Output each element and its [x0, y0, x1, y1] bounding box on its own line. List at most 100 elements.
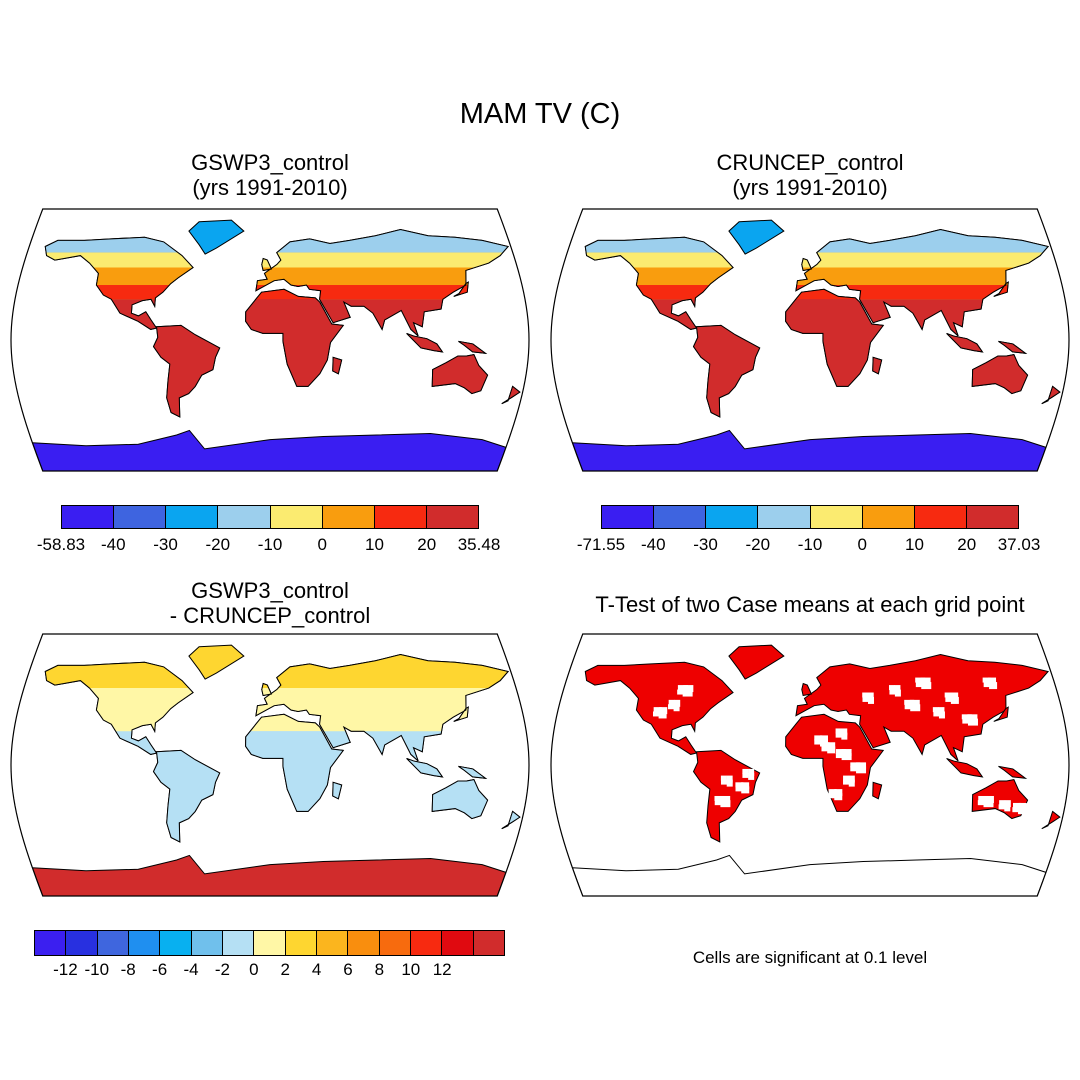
- map-border: [10, 208, 530, 472]
- colorbar-tick-label: -58.83: [36, 535, 86, 554]
- landmass-africa: [785, 713, 885, 812]
- coastline-australia: [431, 354, 489, 395]
- colorbar-swatch: [966, 506, 1018, 528]
- map-border: [550, 208, 1070, 472]
- coastline-japan: [453, 706, 469, 722]
- coastline-australia: [431, 779, 489, 820]
- colorbar-swatch: [62, 506, 115, 528]
- panel-title-line: GSWP3_control: [191, 578, 349, 603]
- insignificant-cell: [834, 789, 843, 797]
- colorbar-swatch: [654, 506, 707, 528]
- map-gswp3: [10, 208, 530, 472]
- insignificant-cell: [674, 699, 681, 707]
- insignificant-cell: [653, 711, 662, 717]
- insignificant-cell: [983, 800, 994, 808]
- colorbar-swatch: [706, 506, 759, 528]
- insignificant-cell: [945, 696, 954, 702]
- insignificant-cell: [944, 692, 953, 698]
- insignificant-cell: [841, 749, 852, 757]
- insignificant-cell: [938, 707, 945, 715]
- map-border: [550, 633, 1070, 897]
- insignificant-cell: [843, 779, 850, 785]
- insignificant-cell: [988, 677, 997, 685]
- colorbar-swatch: [35, 931, 67, 955]
- significance-note: Cells are significant at 0.1 level: [692, 948, 928, 967]
- coastline-north-america: [44, 236, 194, 330]
- colorbar-gswp3: [61, 505, 479, 529]
- insignificant-cell: [982, 677, 991, 683]
- colorbar-tick-label: 12: [432, 960, 452, 979]
- insignificant-cell: [950, 692, 959, 700]
- colorbar-swatch: [322, 506, 375, 528]
- colorbar-swatch: [222, 931, 255, 955]
- colorbar-swatch: [166, 506, 219, 528]
- colorbar-tick-label: -8: [120, 960, 136, 979]
- insignificant-cell: [999, 800, 1006, 806]
- insignificant-cell: [827, 742, 836, 750]
- colorbar-tick-label: 2: [280, 960, 290, 979]
- insignificant-cell: [967, 718, 978, 726]
- insignificant-cell: [814, 739, 823, 745]
- insignificant-cell: [856, 766, 867, 774]
- insignificant-cell: [921, 682, 932, 690]
- insignificant-cell: [950, 696, 959, 704]
- colorbar-swatch: [97, 931, 129, 955]
- colorbar-cruncep: [601, 505, 1019, 529]
- colorbar-tick-label: 37.03: [997, 535, 1041, 554]
- insignificant-cell: [827, 746, 836, 754]
- colorbar-tick-label: 10: [365, 535, 384, 554]
- coastline-new-guinea: [458, 765, 488, 779]
- coastline-south-america: [152, 749, 221, 843]
- insignificant-cell: [726, 775, 733, 783]
- insignificant-cell: [834, 793, 843, 801]
- colorbar-swatch: [862, 506, 915, 528]
- colorbar-tick-label: -6: [152, 960, 168, 979]
- colorbar-tick-label: -20: [745, 535, 771, 554]
- colorbar-tick-label: 0: [317, 535, 327, 554]
- insignificant-cell: [867, 692, 874, 700]
- coastline-indonesia: [406, 757, 444, 778]
- insignificant-cell: [932, 707, 939, 713]
- insignificant-cell: [835, 753, 846, 759]
- insignificant-cell: [673, 704, 680, 712]
- map-cruncep: [550, 208, 1070, 472]
- colorbar-tick-label: 0: [857, 535, 867, 554]
- figure-title: MAM TV (C): [459, 98, 621, 130]
- coastline-south-america: [692, 324, 761, 418]
- panel-title-cruncep: CRUNCEP_control (yrs 1991-2010): [660, 150, 960, 200]
- panel-title-diff: GSWP3_control - CRUNCEP_control: [110, 578, 430, 628]
- insignificant-cell: [977, 800, 988, 806]
- colorbar-tick-label: 35.48: [457, 535, 501, 554]
- coastline-uk: [261, 257, 273, 272]
- map-border: [10, 633, 530, 897]
- insignificant-cell: [850, 766, 861, 772]
- insignificant-cell: [653, 707, 662, 713]
- colorbar-difference: [34, 930, 505, 956]
- insignificant-cell: [938, 711, 945, 719]
- insignificant-cell: [677, 689, 688, 695]
- insignificant-cell: [742, 768, 749, 774]
- insignificant-cell: [720, 795, 731, 803]
- insignificant-cell: [726, 779, 733, 787]
- colorbar-tick-label: -12: [53, 960, 78, 979]
- colorbar-tick-label: -4: [183, 960, 199, 979]
- insignificant-cell: [894, 685, 901, 693]
- colorbar-swatch: [218, 506, 271, 528]
- insignificant-cell: [814, 735, 823, 741]
- colorbar-swatch: [602, 506, 655, 528]
- insignificant-cell: [989, 682, 998, 690]
- insignificant-cell: [843, 775, 850, 781]
- insignificant-cell: [668, 699, 675, 705]
- colorbar-tick-label: -40: [640, 535, 666, 554]
- coastline-new-guinea: [458, 340, 488, 354]
- insignificant-cell: [983, 795, 994, 803]
- landmass-japan: [993, 706, 1009, 722]
- insignificant-cell: [933, 711, 940, 717]
- insignificant-cell: [1012, 802, 1021, 808]
- colorbar-swatch: [316, 931, 349, 955]
- insignificant-cell: [835, 732, 842, 738]
- insignificant-cell: [915, 682, 926, 688]
- colorbar-tick-label: -2: [214, 960, 230, 979]
- insignificant-cell: [850, 762, 861, 768]
- insignificant-cell: [714, 800, 725, 806]
